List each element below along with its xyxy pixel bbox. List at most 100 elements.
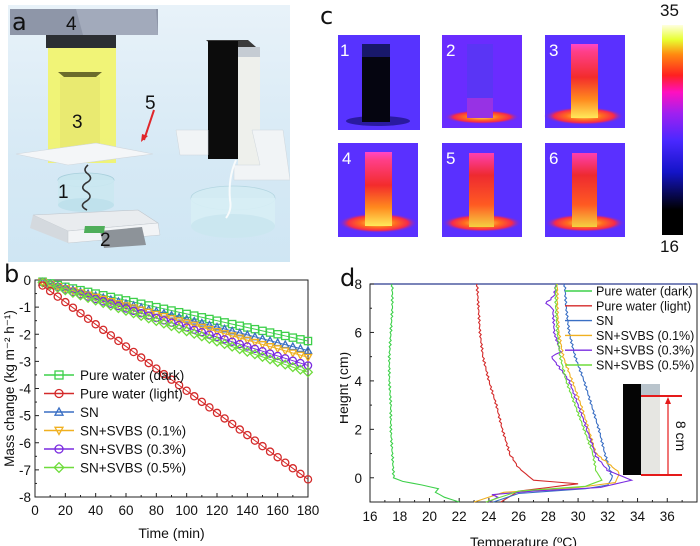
y-tick-label-b: -2: [19, 327, 31, 342]
data-point-b: [265, 349, 275, 358]
data-point-b: [120, 305, 132, 316]
x-tick-label-d: 32: [600, 509, 615, 524]
x-tick-label-b: 120: [206, 503, 229, 518]
data-point-b: [288, 464, 298, 473]
wick: [81, 164, 92, 211]
series-line-d-4: [488, 284, 634, 503]
data-point-b: [227, 332, 237, 341]
data-point-b: [211, 336, 223, 347]
balance-front: [30, 215, 68, 243]
y-tick-label-d: 2: [354, 422, 362, 437]
data-point-b: [99, 325, 108, 335]
data-point-b: [219, 324, 230, 333]
data-point-b: [196, 331, 208, 342]
series-line-d-0: [387, 283, 460, 503]
panel-a: a 4 3 5 1 2: [8, 5, 291, 262]
callout-5: 5: [145, 93, 156, 114]
data-point-b: [257, 340, 268, 350]
data-point-b: [288, 356, 298, 365]
data-point-b: [272, 345, 283, 354]
x-tick-label-d: 20: [422, 509, 437, 524]
x-tick-label-d: 36: [660, 509, 675, 524]
legend-label-b: Pure water (light): [80, 387, 183, 402]
inset-label: 8 cm: [673, 421, 689, 451]
data-point-b: [295, 351, 306, 361]
legend-label-b: SN+SVBS (0.3%): [80, 442, 186, 457]
data-point-b: [280, 359, 291, 370]
thermal-images: [338, 25, 683, 237]
legend-label-d: Pure water (dark): [596, 285, 693, 299]
y-tick-label-b: 0: [23, 273, 31, 288]
thermal-image-6: [545, 143, 625, 237]
data-point-b: [98, 297, 109, 309]
legend-marker-b: [53, 406, 65, 416]
callout-4: 4: [66, 14, 77, 35]
legend-marker-b: [53, 426, 65, 436]
data-point-b: [90, 295, 101, 306]
data-point-b: [68, 303, 78, 312]
data-point-b: [280, 347, 290, 356]
data-point-b: [234, 343, 245, 355]
y-tick-label-d: 0: [354, 471, 362, 486]
x-tick-label-b: 40: [88, 503, 103, 518]
data-point-b: [220, 414, 229, 423]
data-point-b: [204, 325, 215, 335]
legend-label-b: SN+SVBS (0.5%): [80, 461, 186, 476]
data-point-b: [227, 337, 237, 346]
legend-marker-b: [53, 461, 65, 474]
data-point-b: [114, 336, 123, 346]
data-point-b: [129, 347, 138, 357]
data-point-b: [113, 302, 124, 314]
data-point-b: [189, 392, 199, 401]
y-axis-label-d: Height (cm): [340, 352, 351, 424]
data-point-b: [37, 277, 48, 288]
data-point-b: [226, 341, 238, 352]
data-point-b: [227, 325, 237, 335]
data-point-b: [181, 319, 192, 328]
balance-display-panel: [100, 227, 146, 248]
legend-label-b: SN: [80, 405, 99, 420]
data-point-b: [189, 328, 200, 340]
data-point-b: [250, 436, 260, 445]
platform: [15, 142, 154, 166]
thermal-image-3: [544, 35, 625, 128]
y-tick-label-b: -6: [19, 436, 31, 451]
x-tick-label-d: 30: [571, 509, 586, 524]
right-wick: [225, 159, 237, 219]
legend-label-d: SN: [596, 314, 613, 328]
data-point-b: [219, 338, 230, 350]
panel-label-c: c: [320, 2, 334, 30]
data-point-b: [250, 338, 260, 348]
chart-b: 0 20 40 60 80 100 120 140 160 180 0 -1 -2 -3 -4 -5 -6 -7 -…: [2, 273, 319, 541]
x-tick-label-b: 60: [118, 503, 133, 518]
x-tick-label-b: 140: [236, 503, 259, 518]
thermal-image-5: [442, 143, 522, 237]
balance-display: [83, 226, 105, 233]
data-point-b: [106, 297, 116, 307]
y-tick-label-b: -8: [19, 490, 31, 505]
series-line-d-5: [485, 283, 603, 503]
y-tick-label-d: 8: [354, 277, 362, 292]
data-point-b: [287, 361, 299, 373]
data-point-b: [296, 469, 305, 479]
data-point-b: [83, 314, 93, 324]
colorbar-max-label: 35: [660, 1, 679, 20]
y-tick-label-b: -4: [19, 382, 31, 397]
y-tick-label-d: 6: [354, 325, 362, 340]
data-point-b: [303, 336, 313, 346]
data-point-b: [204, 333, 215, 345]
series-line-d-3: [473, 283, 620, 503]
series-line-d-2: [493, 283, 614, 503]
data-point-b: [212, 332, 222, 342]
y-tick-label-d: 4: [354, 374, 362, 389]
callout-3: 3: [72, 112, 83, 133]
data-point-b: [38, 281, 47, 290]
legend-marker-b: [54, 388, 64, 399]
data-point-b: [235, 425, 244, 434]
x-tick-label-b: 160: [266, 503, 289, 518]
right-platform-right: [233, 129, 291, 181]
legend-marker-b: [54, 444, 64, 454]
data-point-b: [235, 334, 245, 343]
data-point-b: [182, 386, 191, 396]
